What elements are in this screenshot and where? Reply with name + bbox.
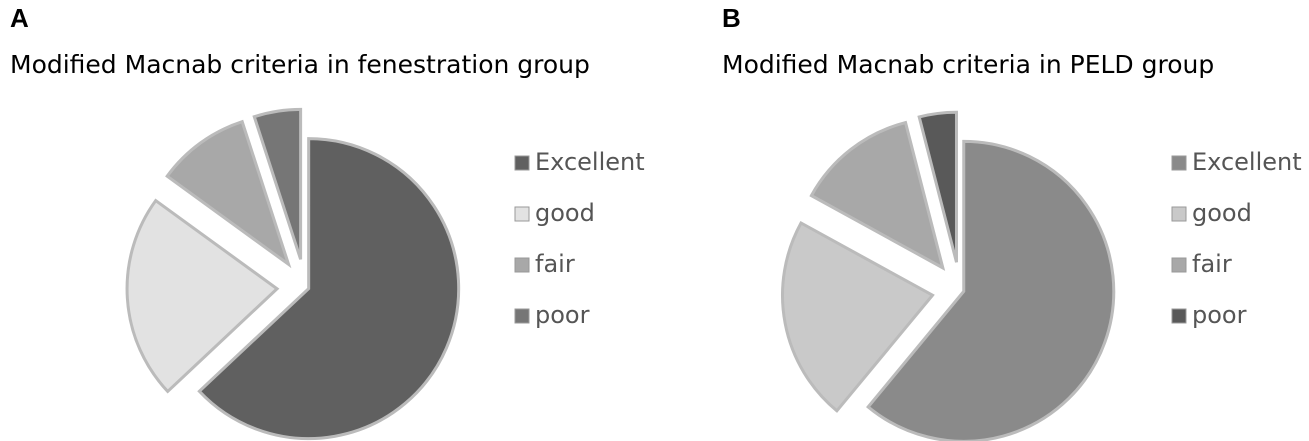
legend-label: good xyxy=(535,199,595,227)
legend-swatch xyxy=(1171,257,1187,273)
pie-slice xyxy=(866,139,1116,441)
pie-slice xyxy=(781,220,935,413)
pie-slice xyxy=(165,119,292,269)
pie-slice xyxy=(809,120,946,271)
legend-swatch xyxy=(514,257,530,273)
panel-label: A xyxy=(10,3,29,33)
pie-slice xyxy=(197,137,461,441)
pie-slice xyxy=(125,198,280,394)
legend-label: poor xyxy=(1192,301,1247,329)
legend-label: Excellent xyxy=(1192,148,1302,176)
legend-label: fair xyxy=(1192,250,1232,278)
legend-swatch xyxy=(1171,308,1187,324)
legend-label: Excellent xyxy=(535,148,645,176)
legend-label: fair xyxy=(535,250,575,278)
panel-label: B xyxy=(722,3,741,33)
legend-swatch xyxy=(514,206,530,222)
legend-label: poor xyxy=(535,301,590,329)
legend-swatch xyxy=(1171,155,1187,171)
pie-slice xyxy=(917,110,958,263)
legend-swatch xyxy=(514,155,530,171)
legend-label: good xyxy=(1192,199,1252,227)
chart-title: Modified Macnab criteria in fenestration… xyxy=(10,50,590,79)
pie-slice xyxy=(252,107,303,260)
legend-swatch xyxy=(1171,206,1187,222)
legend-swatch xyxy=(514,308,530,324)
chart-title: Modified Macnab criteria in PELD group xyxy=(722,50,1214,79)
